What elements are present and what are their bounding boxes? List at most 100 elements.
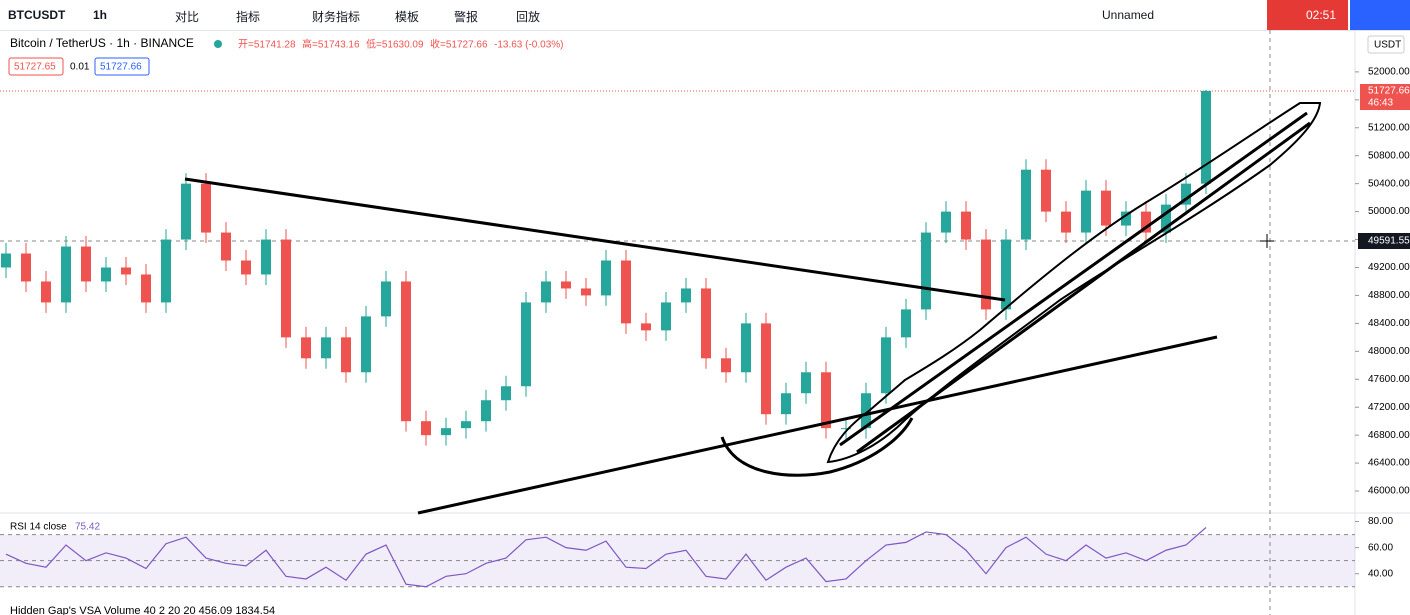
candle-body: [341, 337, 351, 373]
rsi-line: [5, 527, 1207, 588]
candle-body: [701, 288, 711, 359]
button[interactable]: 财务指标: [312, 10, 361, 24]
status-dot: [214, 40, 222, 48]
candle-body: [901, 309, 911, 338]
button[interactable]: 警报: [454, 10, 479, 24]
candle-body: [21, 253, 31, 282]
y-tick-label: 52000.00: [1368, 67, 1410, 78]
candle-body: [481, 400, 491, 422]
crosshair-label: 49591.55: [1368, 236, 1410, 247]
y-tick-label: 46400.00: [1368, 458, 1410, 469]
candle-body: [381, 281, 391, 317]
button[interactable]: 对比: [175, 10, 200, 24]
candle-body: [41, 281, 51, 303]
rsi-value: 75.42: [75, 522, 100, 533]
candle-body: [161, 239, 171, 303]
ask-box: [94, 57, 150, 76]
ohlc: 高=51743.16: [302, 38, 360, 51]
candle-body: [1101, 190, 1111, 226]
candle-body: [141, 274, 151, 303]
timer: 02:51: [1306, 8, 1337, 22]
y-tick-label: 48800.00: [1368, 290, 1410, 301]
candle-body: [1, 253, 11, 268]
y-tick-label: 50000.00: [1368, 206, 1410, 217]
candle-body: [721, 358, 731, 373]
candle-body: [601, 260, 611, 296]
candle-body: [1081, 190, 1091, 233]
button[interactable]: 指标: [236, 10, 261, 24]
candle-body: [1181, 183, 1191, 205]
price-label: 51727.66: [1368, 86, 1410, 97]
candle-body: [681, 288, 691, 303]
candle-body: [621, 260, 631, 324]
y-tick-label: 51200.00: [1368, 122, 1410, 133]
candle-body: [261, 239, 271, 275]
price-label-box: [1360, 84, 1410, 110]
button[interactable]: 回放: [516, 10, 541, 24]
bid: 51727.65: [14, 62, 56, 73]
candle-body: [401, 281, 411, 422]
plot: 46000.00 46400.00 46800.00 47200.00 47600.00…: [0, 67, 1410, 588]
candle-body: [541, 281, 551, 303]
candle-body: [321, 337, 331, 359]
interval[interactable]: 1h: [93, 8, 108, 22]
candle-body: [581, 288, 591, 296]
candle-body: [501, 386, 511, 401]
cursor: [1260, 234, 1274, 248]
candle-body: [841, 428, 851, 430]
y-tick-label: 50800.00: [1368, 150, 1410, 161]
candle-body: [741, 323, 751, 373]
candle-body: [101, 267, 111, 282]
candle-body: [761, 323, 771, 415]
button[interactable]: 模板: [395, 10, 420, 24]
toolbar: BTCUSDT 1h 对比 指标 财务指标 模板 警报 回放 Unnamed 0…: [0, 0, 1410, 31]
candle-body: [61, 246, 71, 303]
y-tick-label: 47600.00: [1368, 374, 1410, 385]
currency-box[interactable]: [1367, 35, 1405, 54]
candle-body: [1201, 90, 1211, 184]
y-tick-label: 48000.00: [1368, 346, 1410, 357]
rsi-tick-label: 80.00: [1368, 516, 1393, 527]
ohlc: 开=51741.28: [238, 40, 296, 51]
y-tick-label: 46800.00: [1368, 430, 1410, 441]
blue-buttons[interactable]: [1350, 0, 1410, 30]
candle-body: [941, 211, 951, 233]
candle-body: [861, 393, 871, 429]
candle-body: [301, 337, 311, 359]
rsi-tick-label: 60.00: [1368, 542, 1393, 553]
symbol[interactable]: BTCUSDT: [8, 8, 66, 22]
y-tick-label: 46000.00: [1368, 486, 1410, 497]
candle-body: [121, 267, 131, 275]
candle-body: [441, 428, 451, 436]
candle-body: [241, 260, 251, 275]
legend: Bitcoin / TetherUS · 1h · BINANCE 开=5174…: [8, 36, 563, 76]
candle-body: [1141, 211, 1151, 233]
layout-name[interactable]: Unnamed: [1102, 8, 1155, 22]
candle-body: [961, 211, 971, 240]
y-tick-label: 49200.00: [1368, 262, 1410, 273]
countdown: 46:43: [1368, 98, 1393, 109]
candle-body: [1021, 169, 1031, 240]
ask: 51727.66: [100, 62, 142, 73]
candle-body: [781, 393, 791, 415]
ohlc: 收=51727.66: [430, 38, 488, 51]
crosshair-box: [1358, 233, 1410, 249]
bid-box: [8, 57, 64, 76]
candle-body: [461, 421, 471, 429]
candle-body: [81, 246, 91, 282]
record-box[interactable]: [1267, 0, 1348, 30]
candle-body: [181, 183, 191, 240]
legend-title: Bitcoin / TetherUS · 1h · BINANCE: [10, 36, 194, 50]
candle-body: [1041, 169, 1051, 212]
candle-body: [1001, 239, 1011, 310]
candle-body: [421, 421, 431, 436]
ohlc: 低=51630.09: [366, 38, 424, 51]
candle-body: [801, 372, 811, 394]
candle-body: [521, 302, 531, 387]
candle-body: [201, 183, 211, 233]
candle-body: [561, 281, 571, 289]
candle-body: [661, 302, 671, 331]
spread: 0.01: [70, 62, 90, 73]
